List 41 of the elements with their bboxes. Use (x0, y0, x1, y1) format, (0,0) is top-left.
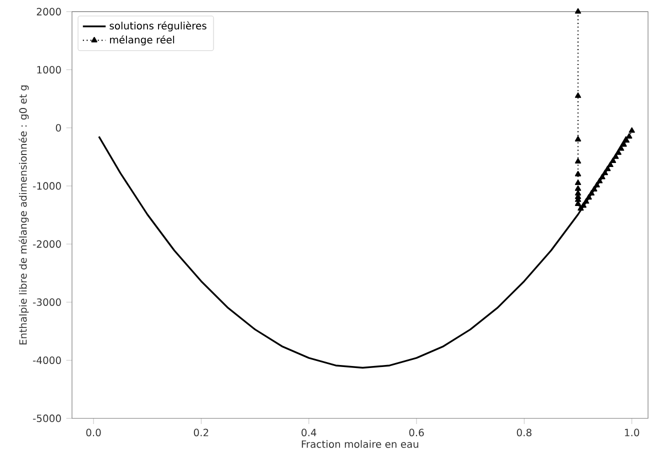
legend-label: solutions régulières (110, 21, 206, 32)
point (596, 178, 603, 184)
point (574, 170, 582, 176)
point (586, 194, 592, 200)
y-axis-title: Enthalpie libre de mélange adimensionnée : g0 et g (18, 86, 29, 344)
point (583, 198, 590, 204)
point (594, 182, 600, 188)
y-tick-label: -2000 (33, 240, 61, 248)
y-tick-label: 0 (56, 124, 61, 132)
x-tick-label: 0.8 (516, 428, 532, 436)
point (574, 158, 582, 164)
x-tick-label: 1.0 (625, 428, 640, 436)
point (599, 174, 606, 180)
point (588, 190, 595, 196)
y-tick-label: 2000 (36, 8, 61, 16)
x-tick-label: 0.6 (409, 428, 424, 436)
point (574, 92, 582, 98)
point (626, 133, 632, 139)
y-tick-label: -4000 (33, 356, 61, 364)
y-tick-label: -3000 (33, 298, 61, 306)
point (610, 158, 616, 163)
x-tick-label: 0.0 (86, 428, 101, 436)
x-tick-label: 0.4 (302, 428, 316, 436)
point (604, 166, 611, 172)
x-tick-label: 0.2 (194, 428, 208, 436)
y-tick-label: 1000 (37, 66, 61, 74)
point (574, 136, 582, 142)
point (628, 127, 635, 133)
legend-label: mélange réel (110, 35, 174, 46)
point (574, 8, 582, 14)
point (607, 162, 614, 168)
point (574, 200, 582, 206)
point (591, 186, 598, 192)
x-axis-title: Fraction molaire en eau (302, 440, 418, 448)
point (574, 180, 582, 186)
point (615, 149, 622, 155)
y-tick-label: -1000 (33, 182, 61, 190)
point (623, 137, 630, 143)
point (612, 153, 619, 159)
y-tick-label: -5000 (33, 414, 61, 422)
point (574, 185, 582, 191)
